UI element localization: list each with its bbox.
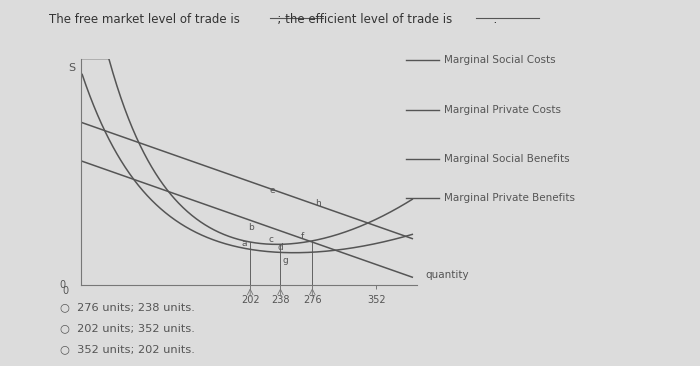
Text: Marginal Private Costs: Marginal Private Costs <box>444 105 561 115</box>
Text: quantity: quantity <box>426 269 469 280</box>
Text: ○  352 units; 202 units.: ○ 352 units; 202 units. <box>60 344 195 354</box>
Text: c: c <box>269 235 274 244</box>
Text: The free market level of trade is          ; the efficient level of trade is    : The free market level of trade is ; the … <box>49 13 497 26</box>
Text: e: e <box>270 186 275 195</box>
Text: ○  276 units; 238 units.: ○ 276 units; 238 units. <box>60 302 195 312</box>
Text: d: d <box>277 243 283 252</box>
Text: b: b <box>248 224 254 232</box>
Text: Marginal Social Benefits: Marginal Social Benefits <box>444 154 570 164</box>
Text: ○  202 units; 352 units.: ○ 202 units; 352 units. <box>60 323 195 333</box>
Text: h: h <box>315 199 321 208</box>
Text: S: S <box>68 63 75 73</box>
Text: Marginal Private Benefits: Marginal Private Benefits <box>444 193 575 203</box>
Text: 0: 0 <box>62 286 69 296</box>
Text: 0: 0 <box>59 280 65 291</box>
Text: g: g <box>282 255 288 265</box>
Text: f: f <box>300 232 304 241</box>
Text: a: a <box>241 239 247 248</box>
Text: Marginal Social Costs: Marginal Social Costs <box>444 55 556 66</box>
